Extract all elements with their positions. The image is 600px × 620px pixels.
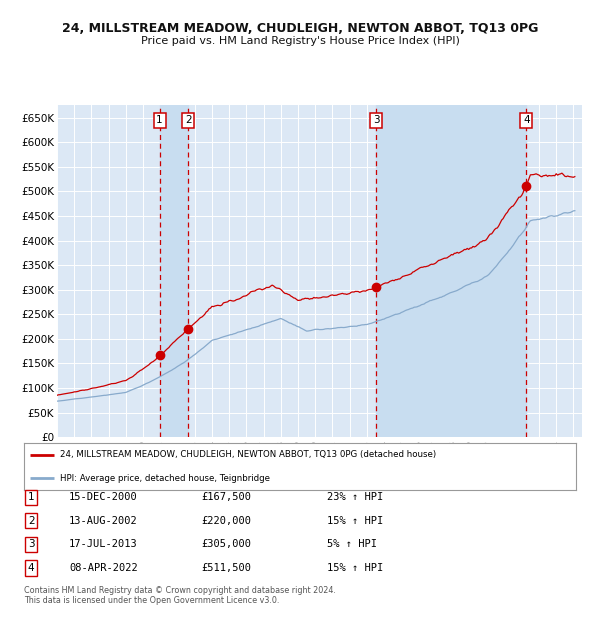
Text: 2: 2 bbox=[28, 516, 35, 526]
Bar bbox=[160, 105, 188, 437]
Text: 13-AUG-2002: 13-AUG-2002 bbox=[69, 516, 138, 526]
Text: 3: 3 bbox=[373, 115, 379, 125]
Text: 4: 4 bbox=[523, 115, 530, 125]
Text: 1: 1 bbox=[156, 115, 163, 125]
Text: 15% ↑ HPI: 15% ↑ HPI bbox=[327, 563, 383, 573]
Text: 17-JUL-2013: 17-JUL-2013 bbox=[69, 539, 138, 549]
Text: Price paid vs. HM Land Registry's House Price Index (HPI): Price paid vs. HM Land Registry's House … bbox=[140, 36, 460, 46]
Text: 23% ↑ HPI: 23% ↑ HPI bbox=[327, 492, 383, 502]
Text: 08-APR-2022: 08-APR-2022 bbox=[69, 563, 138, 573]
Text: £305,000: £305,000 bbox=[201, 539, 251, 549]
Text: £167,500: £167,500 bbox=[201, 492, 251, 502]
Text: 15-DEC-2000: 15-DEC-2000 bbox=[69, 492, 138, 502]
Text: £511,500: £511,500 bbox=[201, 563, 251, 573]
Text: 5% ↑ HPI: 5% ↑ HPI bbox=[327, 539, 377, 549]
Bar bbox=[376, 105, 526, 437]
Text: HPI: Average price, detached house, Teignbridge: HPI: Average price, detached house, Teig… bbox=[60, 474, 270, 483]
Text: 4: 4 bbox=[28, 563, 35, 573]
Text: 2: 2 bbox=[185, 115, 191, 125]
Text: 1: 1 bbox=[28, 492, 35, 502]
Text: 3: 3 bbox=[28, 539, 35, 549]
Text: £220,000: £220,000 bbox=[201, 516, 251, 526]
Text: 24, MILLSTREAM MEADOW, CHUDLEIGH, NEWTON ABBOT, TQ13 0PG (detached house): 24, MILLSTREAM MEADOW, CHUDLEIGH, NEWTON… bbox=[60, 450, 436, 459]
Text: 15% ↑ HPI: 15% ↑ HPI bbox=[327, 516, 383, 526]
Text: Contains HM Land Registry data © Crown copyright and database right 2024.
This d: Contains HM Land Registry data © Crown c… bbox=[24, 586, 336, 605]
Text: 24, MILLSTREAM MEADOW, CHUDLEIGH, NEWTON ABBOT, TQ13 0PG: 24, MILLSTREAM MEADOW, CHUDLEIGH, NEWTON… bbox=[62, 22, 538, 35]
